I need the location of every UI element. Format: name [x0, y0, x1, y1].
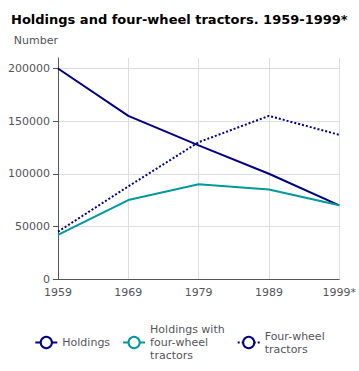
- svg-text:Number: Number: [14, 34, 59, 47]
- svg-text:Four-wheel: Four-wheel: [265, 330, 325, 343]
- svg-text:200000: 200000: [8, 62, 50, 75]
- svg-text:1969: 1969: [114, 286, 142, 299]
- svg-text:150000: 150000: [8, 115, 50, 128]
- svg-text:four-wheel: four-wheel: [150, 336, 208, 349]
- svg-text:1959: 1959: [44, 286, 72, 299]
- svg-text:tractors: tractors: [265, 343, 308, 356]
- svg-text:50000: 50000: [15, 220, 50, 233]
- svg-text:0: 0: [43, 273, 50, 286]
- svg-text:100000: 100000: [8, 167, 50, 180]
- svg-text:1979: 1979: [185, 286, 213, 299]
- svg-text:tractors: tractors: [150, 349, 193, 362]
- svg-text:1999*: 1999*: [323, 286, 357, 299]
- svg-text:Holdings: Holdings: [62, 336, 110, 349]
- svg-text:Holdings and four-wheel tracto: Holdings and four-wheel tractors. 1959-1…: [11, 12, 348, 27]
- svg-text:1989: 1989: [255, 286, 283, 299]
- svg-text:Holdings with: Holdings with: [150, 323, 225, 336]
